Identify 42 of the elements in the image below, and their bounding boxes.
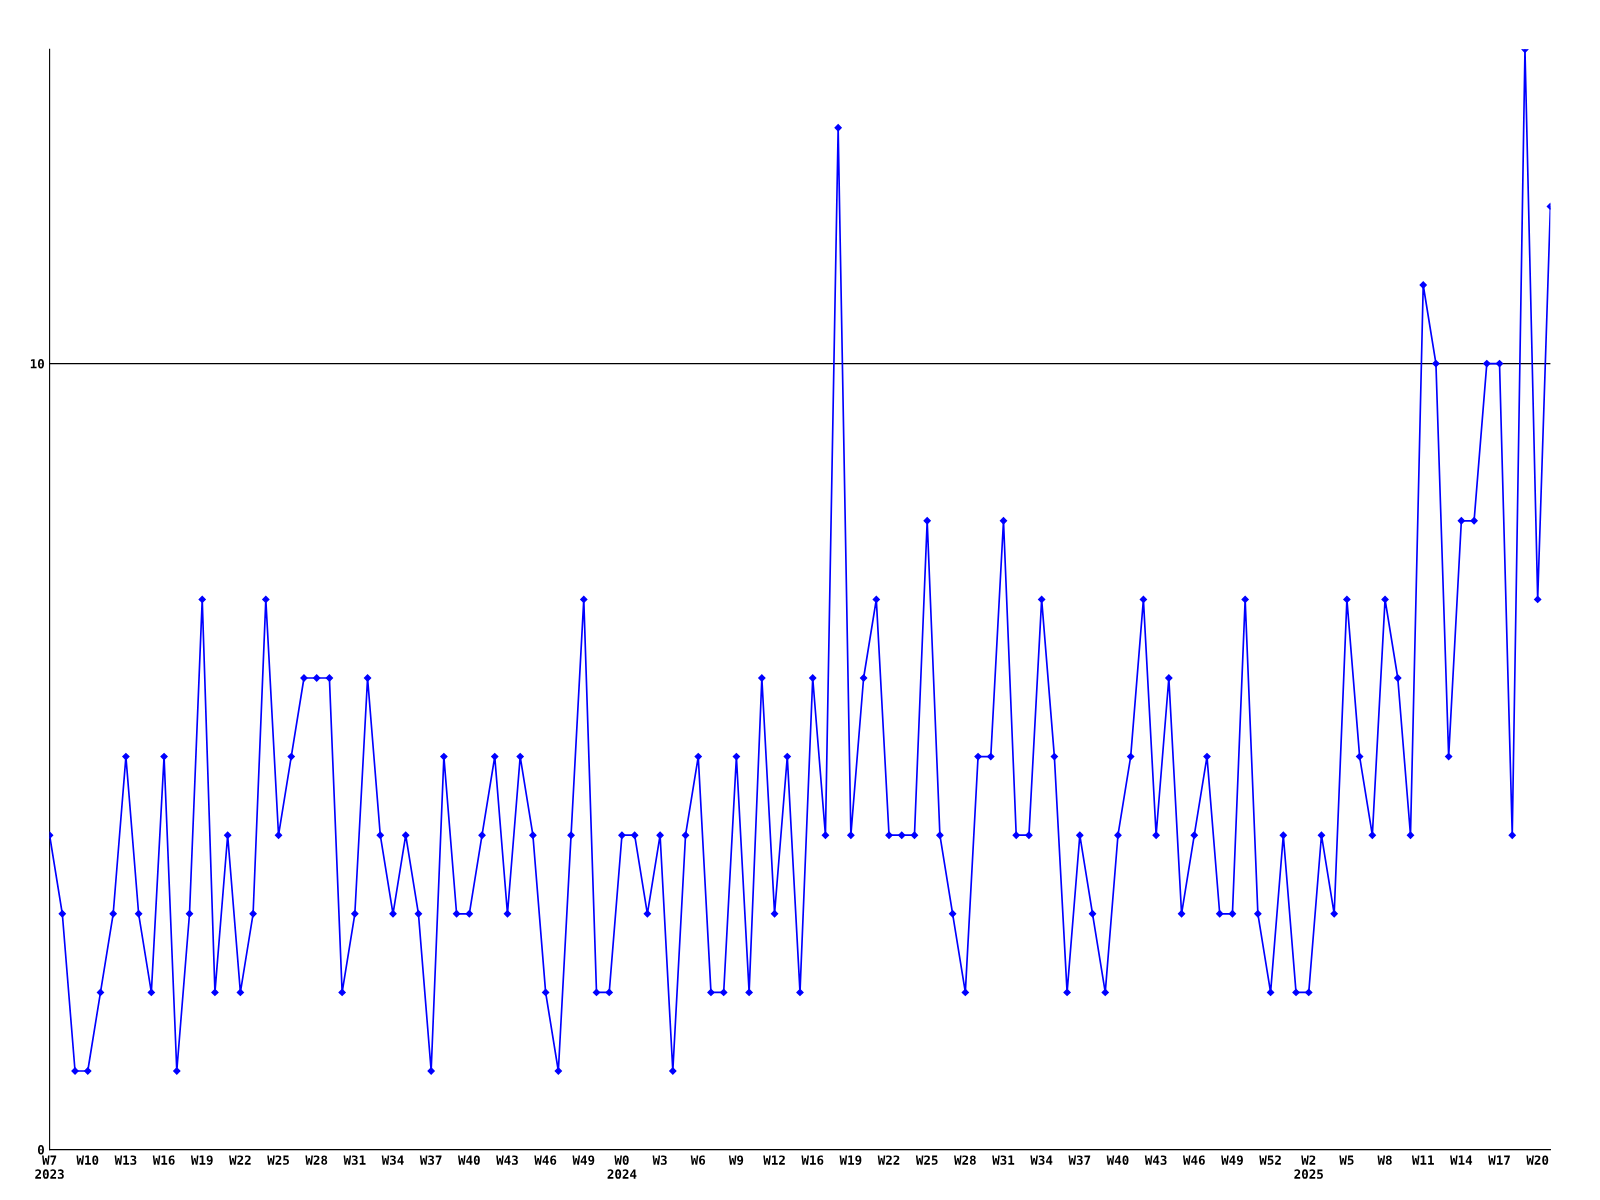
x-tick-label: W34 [381, 1155, 404, 1165]
x-tick-label: W49 [572, 1155, 595, 1165]
x-tick-label: W31 [992, 1155, 1015, 1165]
x-tick-label: W20 [1526, 1155, 1549, 1165]
x-tick-label: W43 [496, 1155, 518, 1165]
x-tick-label: W40 [458, 1155, 480, 1165]
x-tick-label: W10 [76, 1155, 99, 1165]
x-tick-label: W19 [190, 1155, 213, 1165]
x-tick-label: W25 [267, 1155, 289, 1165]
x-tick-label: W16 [801, 1155, 824, 1165]
x-tick-label: W5 [1339, 1155, 1354, 1165]
x-tick-label: W22 [229, 1155, 251, 1165]
x-tick-label: W12 [763, 1155, 785, 1165]
x-tick-label: W13 [114, 1155, 137, 1165]
x-tick-label: W49 [1221, 1155, 1243, 1165]
x-tick-label: W22 [877, 1155, 900, 1165]
x-tick-label: W34 [1030, 1155, 1053, 1165]
x-tick-label: W19 [839, 1155, 862, 1165]
y-tick-label: 0 [37, 1145, 44, 1155]
x-tick-label: W17 [1488, 1155, 1510, 1165]
x-tick-label: W11 [1411, 1155, 1434, 1165]
x-tick-label: W46 [1182, 1155, 1205, 1165]
x-tick-label: W6 [690, 1155, 706, 1165]
x-tick-label: W52 [1259, 1155, 1281, 1165]
x-tick-label: W46 [534, 1155, 557, 1165]
x-tick-label: W2 2025 [1294, 1155, 1323, 1179]
x-tick-label: W25 [915, 1155, 938, 1165]
x-tick-label: W14 [1450, 1155, 1473, 1165]
x-tick-label: W31 [343, 1155, 366, 1165]
x-tick-label: W7 2023 [35, 1155, 64, 1179]
x-tick-label: W8 [1377, 1155, 1392, 1165]
x-tick-label: W37 [419, 1155, 442, 1165]
x-tick-label: W40 [1106, 1155, 1129, 1165]
x-tick-label: W43 [1144, 1155, 1167, 1165]
x-tick-label: W28 [954, 1155, 976, 1165]
x-tick-label: W3 [652, 1155, 667, 1165]
x-tick-label: W37 [1068, 1155, 1091, 1165]
x-tick-label: W0 2024 [607, 1155, 637, 1179]
y-tick-label: 10 [30, 359, 44, 369]
x-tick-label: W28 [305, 1155, 328, 1165]
x-tick-label: W9 [728, 1155, 744, 1165]
x-tick-label: W16 [152, 1155, 175, 1165]
